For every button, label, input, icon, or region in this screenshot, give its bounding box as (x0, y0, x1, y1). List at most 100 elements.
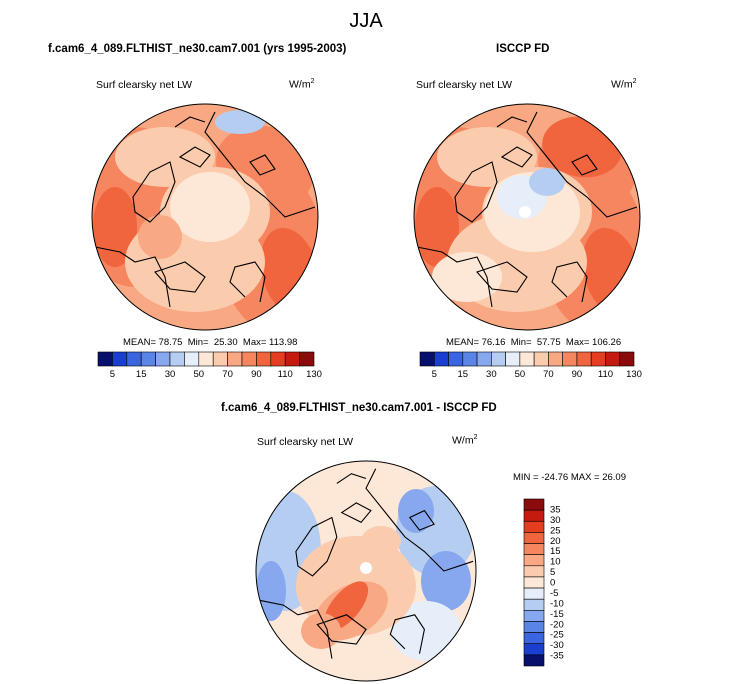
obs-colorbar-swatch (491, 351, 506, 367)
model-field (92, 104, 318, 330)
model-colorbar-tick-label: 70 (222, 369, 233, 380)
diff-colorbar-tick-label: -25 (550, 630, 564, 641)
obs-colorbar-swatch (619, 351, 635, 367)
diff-colorbar-swatch (523, 509, 545, 522)
model-colorbar-tick-label: 5 (110, 369, 115, 380)
diff-coastline (408, 509, 435, 531)
model-map-border (91, 103, 319, 331)
diff-colorbar-swatch (523, 565, 545, 578)
diff-blob (398, 489, 434, 533)
obs-colorbar-swatch (562, 351, 578, 367)
obs-coastline (571, 154, 598, 176)
model-colorbar-swatch (97, 351, 113, 367)
obs-colorbar-tick-label: 130 (626, 369, 642, 380)
diff-coastline (316, 614, 367, 645)
diff-units: W/m2 (452, 434, 478, 447)
diff-map-border (255, 460, 477, 682)
diff-colorbar-swatch (523, 498, 545, 511)
diff-colorbar-tick-label: 10 (550, 557, 561, 568)
model-colorbar-swatch (227, 351, 243, 367)
obs-colorbar-tick-label: 70 (543, 369, 554, 380)
obs-coastline (551, 261, 588, 303)
obs-colorbar-tick-label: 30 (486, 369, 497, 380)
model-variable-label: Surf clearsky net LW (96, 79, 193, 91)
model-colorbar-swatch (169, 351, 185, 367)
diff-colorbar-swatch (523, 587, 545, 600)
diff-coastline (336, 473, 367, 484)
diff-coastline (389, 614, 425, 654)
model-colorbar-swatch (256, 351, 272, 367)
obs-units: W/m2 (611, 78, 637, 91)
obs-coastline (454, 161, 498, 223)
model-coastline (132, 161, 176, 223)
obs-coastline (500, 146, 533, 168)
diff-stats: MIN = -24.76 MAX = 26.09 (513, 472, 627, 483)
model-coastline (178, 146, 211, 168)
model-colorbar-swatch (155, 351, 171, 367)
obs-colorbar-tick-label: 110 (598, 369, 613, 380)
diff-colorbar-tick-label: -20 (550, 619, 564, 630)
diff-colorbar-tick-label: -10 (550, 598, 564, 609)
obs-colorbar-swatch (548, 351, 563, 367)
obs-stats: MEAN= 76.16 Min= 57.75 Max= 106.26 (446, 337, 622, 348)
model-colorbar-swatch (270, 351, 286, 367)
model-colorbar-swatch (212, 351, 228, 367)
model-colorbar-swatch (284, 351, 300, 367)
obs-colorbar-tick-label: 5 (432, 369, 437, 380)
obs-colorbar-swatch (505, 351, 521, 367)
model-panel-title: f.cam6_4_089.FLTHIST_ne30.cam7.001 (yrs … (48, 43, 347, 55)
obs-panel-title: ISCCP FD (496, 43, 550, 55)
model-min: 25.30 (213, 337, 238, 348)
model-blob (115, 127, 215, 187)
obs-colorbar-swatch (419, 351, 435, 367)
model-colorbar-tick-label: 130 (306, 369, 322, 380)
obs-field (414, 104, 640, 330)
model-coastline (154, 261, 206, 293)
obs-blob (415, 187, 459, 267)
obs-mean: 76.16 (481, 337, 506, 348)
model-colorbar-tick-label: 50 (194, 369, 205, 380)
model-coastline (174, 116, 206, 128)
obs-colorbar-swatch (605, 351, 621, 367)
model-colorbar-tick-label: 15 (136, 369, 147, 380)
model-coastline (229, 261, 266, 303)
diff-colorbar-swatch (523, 643, 545, 656)
model-coastline (94, 246, 171, 308)
obs-colorbar-swatch (533, 351, 549, 367)
diff-variable-label: Surf clearsky net LW (257, 436, 354, 448)
obs-map-border (413, 103, 641, 331)
model-colorbar-swatch (198, 351, 214, 367)
model-colorbar-tick-label: 90 (251, 369, 262, 380)
diff-colorbar-swatch (523, 554, 545, 567)
obs-colorbar-swatch (433, 351, 449, 367)
diff-colorbar-swatch (523, 621, 545, 633)
model-colorbar-swatch (126, 351, 142, 367)
obs-colorbar-swatch (576, 351, 592, 367)
model-units: W/m2 (289, 78, 315, 91)
obs-blob (529, 168, 565, 196)
obs-max: 106.26 (592, 337, 622, 348)
obs-colorbar-swatch (476, 351, 492, 367)
model-colorbar-swatch (140, 351, 156, 367)
diff-colorbar-swatch (523, 654, 545, 667)
diff-colorbar-swatch (523, 610, 545, 622)
diff-pole-hole (360, 562, 372, 574)
obs-colorbar-tick-label: 90 (572, 369, 583, 380)
diff-colorbar-tick-label: 0 (550, 578, 555, 589)
obs-coastline (476, 261, 528, 293)
model-max: 113.98 (269, 337, 298, 348)
model-colorbar-tick-label: 110 (278, 369, 293, 380)
diff-field (256, 461, 476, 681)
diff-colorbar-tick-label: -35 (550, 651, 564, 662)
model-blob (215, 110, 265, 134)
model-mean: 78.75 (158, 337, 183, 348)
obs-colorbar-tick-label: 15 (458, 369, 469, 380)
obs-colorbar-swatch (590, 351, 606, 367)
obs-colorbar-tick-label: 50 (515, 369, 526, 380)
obs-variable-label: Surf clearsky net LW (416, 79, 513, 91)
model-colorbar-swatch (184, 351, 200, 367)
obs-coastline (526, 111, 638, 218)
obs-blob (432, 252, 502, 302)
obs-blob (437, 127, 537, 187)
model-blob (170, 172, 250, 242)
